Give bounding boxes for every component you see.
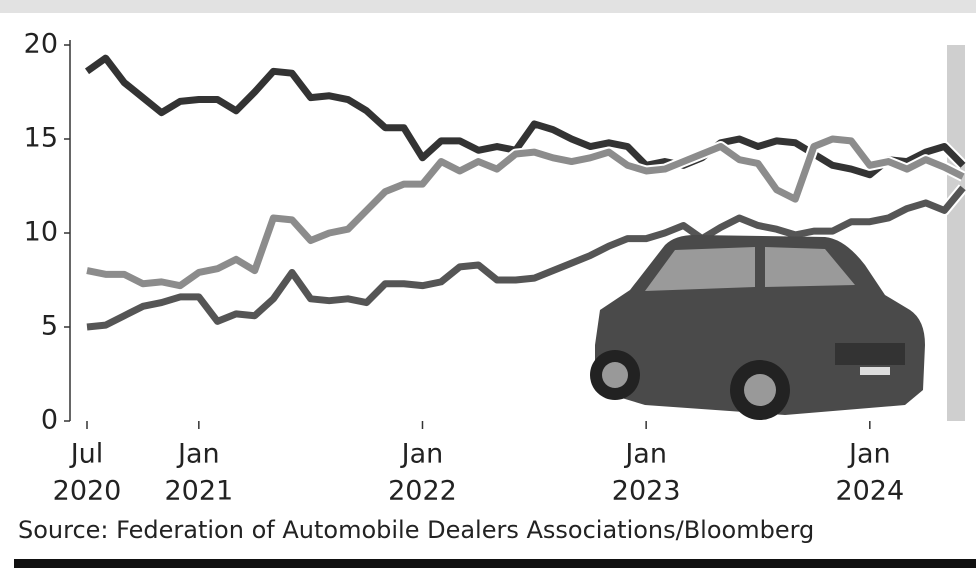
- highlight-band: [947, 45, 965, 421]
- car-plate: [860, 367, 890, 375]
- car-hub: [602, 362, 628, 388]
- line: [86, 135, 965, 290]
- y-tick-label: 20: [24, 29, 58, 60]
- car-windows: [645, 247, 855, 291]
- y-tick-label: 15: [24, 123, 58, 154]
- source: Source: Federation of Automobile Dealers…: [18, 516, 814, 544]
- x-tick-label: 2020: [53, 476, 122, 507]
- y-tick-label: 10: [24, 217, 58, 248]
- x-tick-label: Jan: [400, 439, 444, 470]
- x-tick-label: Jan: [176, 439, 220, 470]
- x-tick-label: 2023: [612, 476, 681, 507]
- x-tick-label: Jan: [847, 439, 891, 470]
- y-tick-label: 5: [41, 311, 58, 342]
- x-tick-label: 2021: [164, 476, 233, 507]
- car-image: [590, 235, 925, 420]
- line: [84, 54, 966, 179]
- y-tick-label: 0: [41, 405, 58, 436]
- header-band: [0, 0, 976, 13]
- footer-rule: [14, 559, 976, 568]
- car-hub: [744, 374, 776, 406]
- x-tick-label: Jan: [623, 439, 667, 470]
- lines: [83, 52, 968, 333]
- x-tick-label: 2024: [835, 476, 904, 507]
- x-tick-label: Jul: [69, 439, 104, 470]
- line: [86, 185, 966, 331]
- x-tick-label: 2022: [388, 476, 457, 507]
- car-grille: [835, 343, 905, 365]
